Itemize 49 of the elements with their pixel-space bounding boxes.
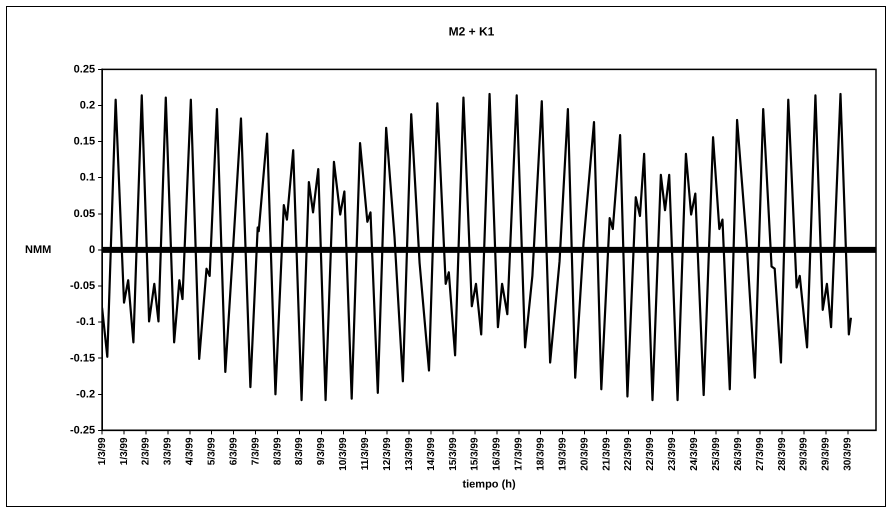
x-tick-label: 8/3/99 xyxy=(294,437,306,466)
x-tick-label: 7/3/99 xyxy=(250,437,262,466)
x-tick-label: 10/3/99 xyxy=(338,437,350,471)
y-tick-label: 0.2 xyxy=(80,100,96,112)
x-tick-label: 17/3/99 xyxy=(514,437,525,471)
x-tick-label: 30/3/99 xyxy=(842,437,854,471)
x-tick-label: 13/3/99 xyxy=(404,437,415,471)
y-axis-title: NMM xyxy=(25,244,52,256)
x-tick-label: 18/3/99 xyxy=(535,437,546,471)
x-tick-label: 21/3/99 xyxy=(601,437,612,471)
y-tick-label: -0.25 xyxy=(70,424,96,436)
y-tick-label: 0.25 xyxy=(74,63,96,76)
y-tick-label: -0.15 xyxy=(70,352,96,364)
x-tick-label: 26/3/99 xyxy=(732,437,744,471)
x-tick-label: 20/3/99 xyxy=(579,437,590,471)
x-tick-label: 16/3/99 xyxy=(492,437,503,471)
x-tick-label: 29/3/99 xyxy=(798,437,810,471)
x-tick-label: 2/3/99 xyxy=(140,437,152,466)
x-tick-label: 12/3/99 xyxy=(382,437,393,471)
x-tick-label: 9/3/99 xyxy=(316,437,328,466)
y-tick-label: 0.15 xyxy=(74,136,96,148)
x-tick-label: 15/3/99 xyxy=(448,437,459,471)
x-tick-label: 1/3/99 xyxy=(118,437,130,466)
x-tick-label: 8/3/99 xyxy=(272,437,284,466)
x-tick-label: 1/3/99 xyxy=(96,437,108,466)
x-tick-label: 3/3/99 xyxy=(162,437,174,466)
y-tick-label: 0.05 xyxy=(74,208,96,220)
x-tick-label: 22/3/99 xyxy=(623,437,634,471)
x-tick-label: 15/3/99 xyxy=(470,437,481,471)
x-tick-label: 5/3/99 xyxy=(206,437,218,466)
y-tick-label: -0.05 xyxy=(70,280,96,292)
x-tick-label: 6/3/99 xyxy=(228,437,240,466)
x-tick-label: 24/3/99 xyxy=(689,437,700,471)
x-tick-label: 25/3/99 xyxy=(710,437,722,471)
x-tick-label: 11/3/99 xyxy=(360,436,372,470)
x-tick-label: 19/3/99 xyxy=(557,437,568,471)
y-tick-label: 0 xyxy=(88,244,96,256)
y-tick-label: 0.1 xyxy=(80,172,96,184)
x-tick-label: 27/3/99 xyxy=(754,437,766,471)
x-axis-title: tiempo (h) xyxy=(462,478,516,490)
x-tick-label: 22/3/99 xyxy=(645,437,656,471)
x-tick-label: 14/3/99 xyxy=(426,437,437,471)
x-tick-label: 28/3/99 xyxy=(776,437,788,471)
chart-title: M2 + K1 xyxy=(448,24,495,39)
x-tick-label: 29/3/99 xyxy=(820,437,832,471)
x-tick-label: 4/3/99 xyxy=(184,437,196,466)
y-tick-label: -0.2 xyxy=(76,388,96,400)
x-tick-label: 23/3/99 xyxy=(667,437,678,471)
y-tick-label: -0.1 xyxy=(76,316,96,328)
